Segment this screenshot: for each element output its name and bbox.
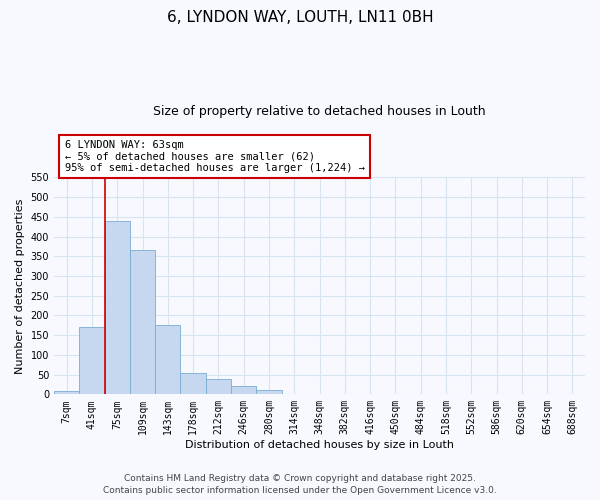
Bar [181,372,206,394]
Bar [231,386,256,394]
Text: 6, LYNDON WAY, LOUTH, LN11 0BH: 6, LYNDON WAY, LOUTH, LN11 0BH [167,10,433,25]
Bar [256,390,281,394]
Text: Contains HM Land Registry data © Crown copyright and database right 2025.
Contai: Contains HM Land Registry data © Crown c… [103,474,497,495]
Bar [206,378,231,394]
Y-axis label: Number of detached properties: Number of detached properties [15,198,25,374]
X-axis label: Distribution of detached houses by size in Louth: Distribution of detached houses by size … [185,440,454,450]
Bar [79,328,104,394]
Bar [54,391,79,394]
Bar [155,326,181,394]
Bar [104,221,130,394]
Title: Size of property relative to detached houses in Louth: Size of property relative to detached ho… [153,105,486,118]
Bar [130,250,155,394]
Text: 6 LYNDON WAY: 63sqm
← 5% of detached houses are smaller (62)
95% of semi-detache: 6 LYNDON WAY: 63sqm ← 5% of detached hou… [65,140,365,173]
